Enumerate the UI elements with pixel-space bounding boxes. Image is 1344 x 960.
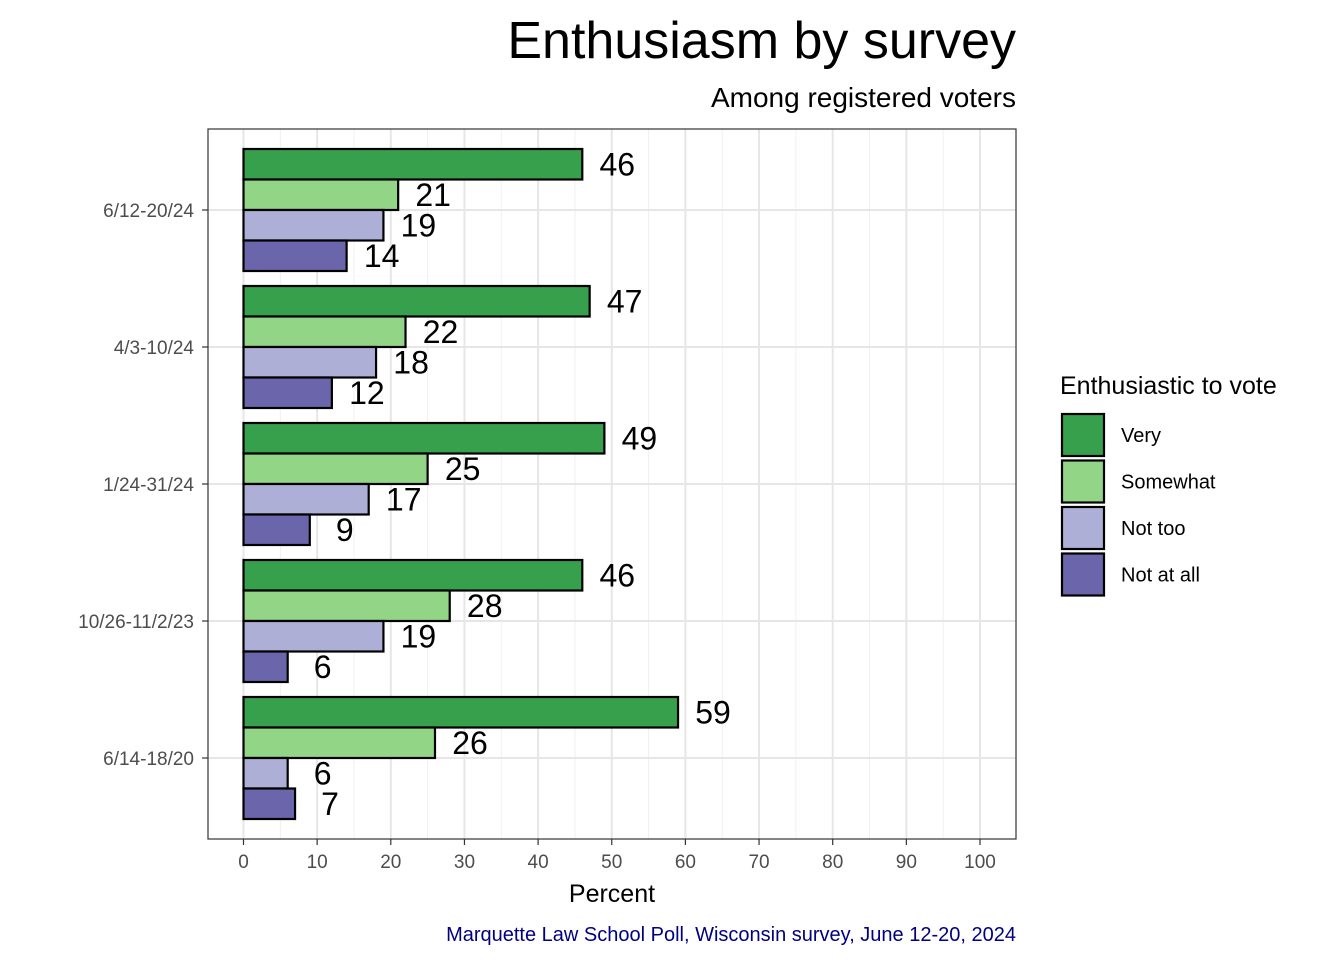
x-tick-label: 30 [454,852,475,873]
data-label: 12 [349,375,385,411]
bar-very [242,421,606,455]
data-label: 47 [607,283,643,319]
data-label: 6 [314,649,332,685]
x-tick-label: 60 [675,852,696,873]
chart-caption: Marquette Law School Poll, Wisconsin sur… [446,924,1016,946]
data-label: 14 [364,238,400,274]
data-label: 22 [423,314,459,350]
bar-very [242,695,680,729]
legend-label: Not at all [1121,565,1200,587]
x-tick-label: 20 [380,852,401,873]
x-tick-label: 40 [528,852,549,873]
y-tick-label: 6/14-18/20 [103,749,194,770]
legend-key-not-too [1060,505,1106,551]
bar-not-at-all [242,650,289,684]
legend-title: Enthusiastic to vote [1060,372,1277,400]
bar-somewhat [242,315,407,349]
legend-label: Somewhat [1121,472,1216,494]
x-tick-label: 50 [601,852,622,873]
bar-not-too [242,482,370,516]
data-label: 46 [599,146,635,182]
bar-not-too [242,619,385,653]
data-label: 18 [393,344,429,380]
bar-somewhat [242,589,451,623]
x-axis-title: Percent [569,880,655,908]
bar-not-at-all [242,787,297,821]
x-tick-label: 0 [238,852,249,873]
data-label: 21 [415,177,451,213]
bar-somewhat [242,726,437,760]
legend-key-very [1060,412,1106,458]
bar-very [242,558,584,592]
y-tick-label: 4/3-10/24 [114,338,195,359]
x-tick-label: 10 [307,852,328,873]
data-label: 26 [452,725,488,761]
bar-somewhat [242,178,400,212]
bar-not-at-all [242,513,311,547]
y-tick-label: 10/26-11/2/23 [78,612,194,633]
bars [242,147,680,821]
data-label: 19 [401,207,437,243]
bar-not-at-all [242,376,333,410]
axes: 0 10 20 30 40 50 60 70 80 90 100 6/12-20/24 4/3-10/2… [78,201,996,873]
data-label: 49 [622,420,658,456]
data-label: 46 [599,557,635,593]
bar-very [242,147,584,181]
data-label: 28 [467,588,503,624]
x-tick-label: 80 [822,852,843,873]
x-tick-label: 100 [964,852,996,873]
chart-subtitle: Among registered voters [711,82,1016,113]
bar-not-too [242,208,385,242]
legend-key-somewhat [1060,459,1106,504]
chart-title: Enthusiasm by survey [507,12,1016,70]
x-tick-label: 90 [896,852,917,873]
bar-not-too [242,756,289,790]
data-label: 25 [445,451,481,487]
bar-very [242,284,591,318]
data-label: 19 [401,618,437,654]
bar-not-at-all [242,239,348,273]
data-label: 6 [314,755,332,791]
x-tick-label: 70 [748,852,769,873]
legend-label: Not too [1121,518,1185,540]
y-tick-label: 6/12-20/24 [103,201,194,222]
data-label: 7 [321,786,339,822]
bar-not-too [242,345,378,379]
y-tick-label: 1/24-31/24 [103,475,194,496]
data-label: 17 [386,481,422,517]
data-label: 59 [695,694,731,730]
bar-somewhat [242,452,429,486]
data-label: 9 [336,512,354,548]
legend: Very Somewhat Not too Not at all [1060,412,1216,597]
legend-label: Very [1121,425,1161,447]
legend-key-not-at-all [1060,552,1106,597]
